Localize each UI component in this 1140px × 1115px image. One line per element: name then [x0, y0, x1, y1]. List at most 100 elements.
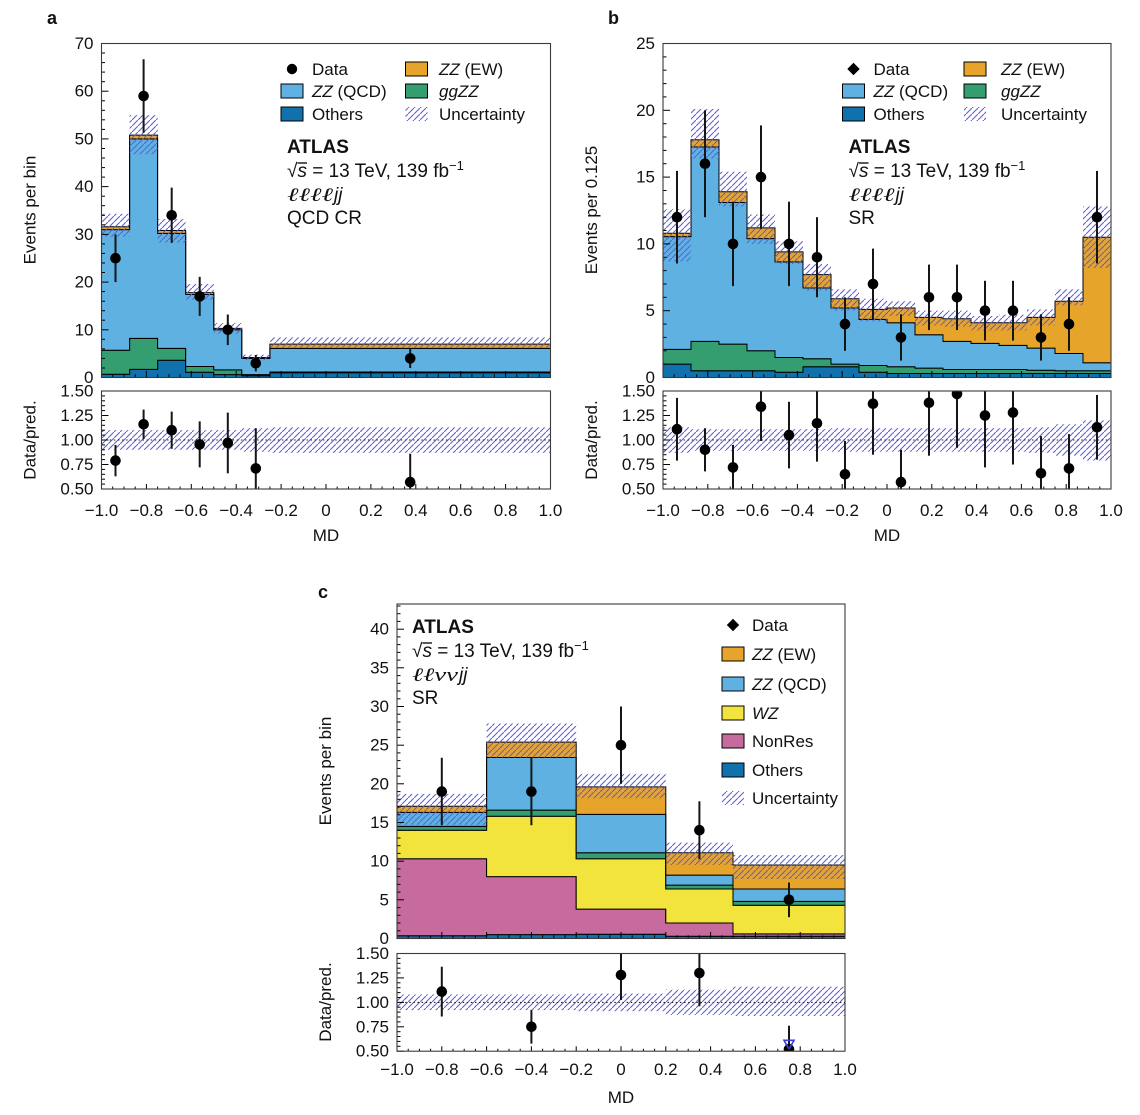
svg-text:Others: Others — [752, 761, 803, 780]
svg-text:0: 0 — [882, 501, 891, 520]
svg-text:50: 50 — [75, 129, 94, 148]
svg-text:5: 5 — [380, 890, 389, 909]
svg-text:ZZ (QCD): ZZ (QCD) — [751, 675, 827, 694]
svg-text:1.0: 1.0 — [833, 1060, 857, 1079]
svg-text:SR: SR — [849, 208, 875, 229]
svg-text:0.4: 0.4 — [699, 1060, 723, 1079]
svg-text:Events per 0.125: Events per 0.125 — [582, 146, 601, 275]
svg-text:20: 20 — [636, 101, 655, 120]
svg-text:1.25: 1.25 — [622, 406, 655, 425]
svg-text:ℓℓℓℓ: ℓℓℓℓ — [287, 185, 333, 206]
svg-text:√s = 13 TeV, 139 fb−1: √s = 13 TeV, 139 fb−1 — [849, 158, 1026, 182]
svg-text:c: c — [318, 582, 328, 602]
svg-text:−0.6: −0.6 — [175, 501, 209, 520]
svg-text:Others: Others — [874, 105, 925, 124]
svg-text:0.6: 0.6 — [449, 501, 473, 520]
svg-text:ℓℓνν: ℓℓνν — [412, 665, 459, 686]
svg-text:MD: MD — [874, 526, 900, 545]
svg-text:ATLAS: ATLAS — [412, 617, 474, 638]
svg-text:Data: Data — [874, 60, 910, 79]
svg-text:ATLAS: ATLAS — [849, 137, 911, 158]
svg-text:40: 40 — [370, 620, 389, 639]
svg-text:jj: jj — [331, 185, 343, 206]
svg-text:25: 25 — [636, 34, 655, 53]
svg-text:0.4: 0.4 — [965, 501, 989, 520]
svg-text:20: 20 — [75, 273, 94, 292]
svg-text:0.4: 0.4 — [404, 501, 428, 520]
svg-text:Data: Data — [312, 60, 348, 79]
svg-text:−0.8: −0.8 — [425, 1060, 459, 1079]
svg-text:Events per bin: Events per bin — [316, 717, 335, 826]
svg-text:0.50: 0.50 — [60, 480, 93, 499]
svg-text:25: 25 — [370, 736, 389, 755]
svg-text:−0.2: −0.2 — [264, 501, 298, 520]
svg-text:0.8: 0.8 — [1054, 501, 1078, 520]
svg-text:b: b — [608, 8, 619, 28]
svg-text:15: 15 — [636, 168, 655, 187]
svg-text:Others: Others — [312, 105, 363, 124]
svg-text:a: a — [47, 8, 58, 28]
svg-text:1.00: 1.00 — [60, 431, 93, 450]
svg-text:Events per bin: Events per bin — [21, 156, 40, 265]
svg-text:−1.0: −1.0 — [85, 501, 119, 520]
svg-text:0.2: 0.2 — [654, 1060, 678, 1079]
svg-text:70: 70 — [75, 34, 94, 53]
svg-text:0.8: 0.8 — [788, 1060, 812, 1079]
svg-text:60: 60 — [75, 82, 94, 101]
svg-text:0: 0 — [380, 929, 389, 948]
svg-text:−0.8: −0.8 — [691, 501, 725, 520]
svg-text:1.50: 1.50 — [622, 382, 655, 401]
svg-text:−0.6: −0.6 — [470, 1060, 504, 1079]
svg-text:0.75: 0.75 — [356, 1017, 389, 1036]
svg-text:10: 10 — [370, 852, 389, 871]
svg-text:Data: Data — [752, 616, 788, 635]
svg-text:35: 35 — [370, 658, 389, 677]
svg-text:1.50: 1.50 — [356, 944, 389, 963]
svg-text:−0.4: −0.4 — [515, 1060, 549, 1079]
svg-text:0.50: 0.50 — [356, 1042, 389, 1061]
svg-text:40: 40 — [75, 177, 94, 196]
svg-text:ATLAS: ATLAS — [287, 137, 349, 158]
svg-text:30: 30 — [370, 697, 389, 716]
svg-text:MD: MD — [313, 526, 339, 545]
svg-text:Uncertainty: Uncertainty — [1001, 105, 1087, 124]
svg-text:−0.2: −0.2 — [559, 1060, 593, 1079]
svg-text:−0.4: −0.4 — [781, 501, 815, 520]
svg-text:Uncertainty: Uncertainty — [439, 105, 525, 124]
svg-text:0.8: 0.8 — [494, 501, 518, 520]
svg-text:20: 20 — [370, 774, 389, 793]
svg-text:√s = 13 TeV, 139 fb−1: √s = 13 TeV, 139 fb−1 — [287, 158, 464, 182]
svg-text:1.00: 1.00 — [356, 993, 389, 1012]
svg-text:−1.0: −1.0 — [380, 1060, 414, 1079]
svg-text:NonRes: NonRes — [752, 732, 813, 751]
svg-text:10: 10 — [75, 320, 94, 339]
svg-text:0.50: 0.50 — [622, 480, 655, 499]
svg-text:0.75: 0.75 — [60, 455, 93, 474]
svg-text:−1.0: −1.0 — [646, 501, 680, 520]
svg-text:ZZ (QCD): ZZ (QCD) — [311, 82, 387, 101]
svg-text:0.75: 0.75 — [622, 455, 655, 474]
svg-text:jj: jj — [456, 665, 468, 686]
svg-text:1.25: 1.25 — [356, 968, 389, 987]
svg-text:ℓℓℓℓ: ℓℓℓℓ — [849, 185, 895, 206]
svg-text:−0.8: −0.8 — [130, 501, 164, 520]
svg-text:0: 0 — [321, 501, 330, 520]
svg-text:ZZ (EW): ZZ (EW) — [1000, 60, 1065, 79]
svg-text:ggZZ: ggZZ — [439, 82, 479, 101]
svg-text:√s = 13 TeV, 139 fb−1: √s = 13 TeV, 139 fb−1 — [412, 638, 589, 662]
svg-text:0: 0 — [646, 368, 655, 387]
svg-text:Data/pred.: Data/pred. — [582, 400, 601, 479]
svg-text:1.50: 1.50 — [60, 382, 93, 401]
svg-text:−0.4: −0.4 — [219, 501, 253, 520]
svg-text:ggZZ: ggZZ — [1001, 82, 1041, 101]
svg-text:Data/pred.: Data/pred. — [316, 962, 335, 1041]
svg-text:1.0: 1.0 — [1099, 501, 1123, 520]
svg-text:−0.2: −0.2 — [825, 501, 859, 520]
svg-text:Uncertainty: Uncertainty — [752, 789, 838, 808]
svg-text:0.2: 0.2 — [920, 501, 944, 520]
svg-text:jj: jj — [893, 185, 905, 206]
svg-text:ZZ (EW): ZZ (EW) — [438, 60, 503, 79]
svg-text:10: 10 — [636, 234, 655, 253]
svg-text:−0.6: −0.6 — [736, 501, 770, 520]
svg-text:MD: MD — [608, 1088, 634, 1107]
